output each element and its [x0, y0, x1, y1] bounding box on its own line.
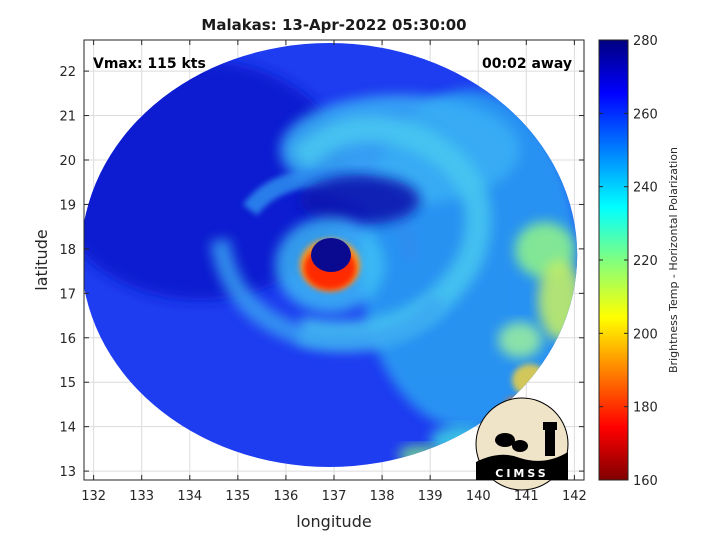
colorbar-gradient: [598, 39, 629, 481]
colorbar-tick-label: 200: [633, 327, 658, 342]
x-tick-label: 138: [370, 489, 395, 504]
y-tick-label: 15: [59, 376, 76, 391]
x-tick-label: 136: [274, 489, 299, 504]
colorbar-tick-label: 180: [633, 401, 658, 416]
x-axis-label: longitude: [296, 512, 371, 531]
x-tick-label: 133: [129, 489, 154, 504]
y-tick-label: 20: [59, 154, 76, 169]
colorbar-tick-label: 220: [633, 254, 658, 269]
x-tick-label: 142: [562, 489, 587, 504]
colorbar-tick-label: 160: [633, 474, 658, 489]
y-tick-label: 18: [59, 243, 76, 258]
x-tick-label: 135: [225, 489, 250, 504]
x-tick-label: 137: [322, 489, 347, 504]
y-tick-label: 14: [59, 421, 76, 436]
x-tick-label: 139: [418, 489, 443, 504]
chart-title: Malakas: 13-Apr-2022 05:30:00: [201, 16, 466, 34]
y-tick-label: 13: [59, 465, 76, 480]
x-tick-label: 132: [81, 489, 106, 504]
colorbar-tick-label: 280: [633, 34, 658, 49]
time-away-annotation: 00:02 away: [482, 56, 572, 72]
vmax-annotation: Vmax: 115 kts: [93, 56, 206, 72]
y-tick-label: 17: [59, 287, 76, 302]
y-axis-ticks: 13 14 15 16 17 18 19 20 21 22: [59, 65, 584, 480]
x-tick-label: 134: [177, 489, 202, 504]
x-tick-label: 140: [466, 489, 491, 504]
colorbar-ticks: 160 180 200 220 240 260 280: [599, 34, 658, 489]
x-tick-label: 141: [514, 489, 539, 504]
y-tick-label: 22: [59, 65, 76, 80]
colorbar-tick-label: 260: [633, 107, 658, 122]
y-tick-label: 19: [59, 198, 76, 213]
colorbar: 160 180 200 220 240 260 280 Brightness Temp - …: [598, 34, 680, 489]
brightness-temp-swath: [84, 43, 578, 467]
y-tick-label: 16: [59, 332, 76, 347]
x-axis-ticks: 132 133 134 135 136 137 138 139 140 141 142: [81, 40, 587, 504]
cimss-logo: CIMSS: [475, 397, 569, 491]
y-tick-label: 21: [59, 110, 76, 125]
colorbar-tick-label: 240: [633, 181, 658, 196]
colorbar-label: Brightness Temp - Horizontal Polarizatio…: [667, 147, 680, 373]
y-axis-label: latitude: [32, 229, 51, 290]
cimss-logo-text: CIMSS: [495, 467, 548, 480]
